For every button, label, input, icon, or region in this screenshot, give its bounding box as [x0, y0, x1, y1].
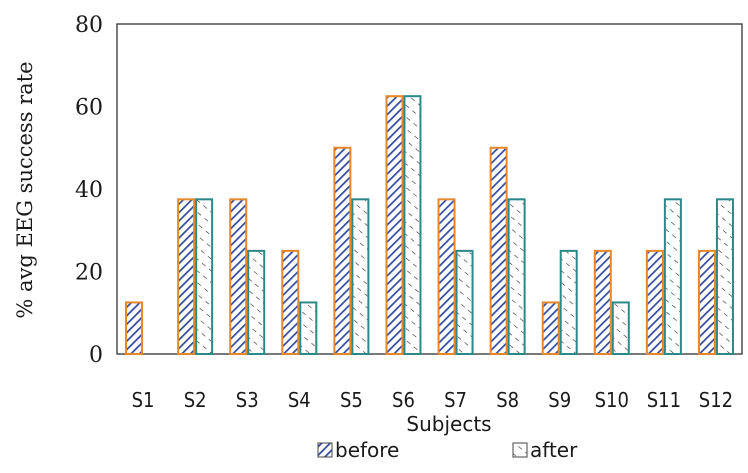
x-tick-label: S11	[647, 388, 681, 412]
y-tick-label: 80	[75, 13, 103, 38]
bar-after-s2	[195, 198, 214, 355]
x-tick-label: S4	[288, 388, 311, 412]
x-tick-label: S7	[444, 388, 467, 412]
bar-after-s12	[715, 198, 734, 355]
bar-after-s3	[247, 249, 266, 355]
x-axis-label: Subjects	[406, 412, 491, 436]
legend-swatch-before	[317, 442, 333, 458]
bar-before-s5	[333, 146, 352, 355]
bar-before-s9	[541, 301, 560, 355]
y-axis-label: % avg EEG success rate	[13, 61, 37, 318]
x-tick-label: S1	[132, 388, 155, 412]
legend-label-before: before	[335, 438, 399, 462]
legend-swatch-after	[512, 442, 528, 458]
bar-before-s10	[593, 249, 612, 355]
bar-after-s6	[403, 95, 422, 355]
plot-frame	[116, 23, 743, 355]
bar-before-s4	[281, 249, 300, 355]
bar-before-s1	[125, 301, 144, 355]
bar-after-s11	[663, 198, 682, 355]
x-tick-label: S10	[595, 388, 629, 412]
bar-before-s11	[645, 249, 664, 355]
x-tick-label: S3	[236, 388, 259, 412]
bar-after-s8	[507, 198, 526, 355]
bar-after-s7	[455, 249, 474, 355]
x-tick-label: S2	[184, 388, 207, 412]
x-tick-label: S12	[699, 388, 733, 412]
legend: before after	[317, 438, 578, 462]
bar-after-s4	[299, 301, 318, 355]
bar-before-s8	[489, 146, 508, 355]
y-tick-label: 20	[75, 261, 103, 286]
y-tick-label: 40	[75, 178, 103, 203]
bar-before-s6	[385, 95, 404, 355]
x-tick-label: S5	[340, 388, 363, 412]
bar-after-s5	[351, 198, 370, 355]
x-tick-label: S6	[392, 388, 415, 412]
bar-before-s12	[697, 249, 716, 355]
y-tick-label: 0	[89, 343, 103, 368]
legend-label-after: after	[530, 438, 578, 462]
y-tick-label: 60	[75, 96, 103, 121]
bar-after-s9	[559, 249, 578, 355]
bar-after-s10	[611, 301, 630, 355]
x-tick-label: S8	[496, 388, 519, 412]
x-tick-label: S9	[548, 388, 571, 412]
bar-before-s3	[229, 198, 248, 355]
bar-before-s2	[177, 198, 196, 355]
bar-before-s7	[437, 198, 456, 355]
